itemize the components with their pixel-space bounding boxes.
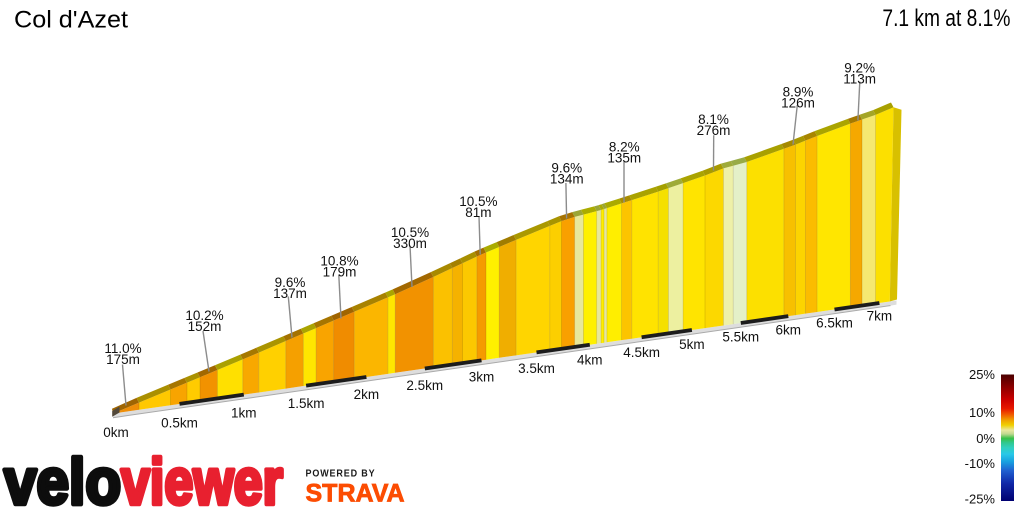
svg-text:STRAVA: STRAVA (306, 480, 405, 508)
svg-text:126m: 126m (781, 96, 815, 111)
svg-text:6.5km: 6.5km (816, 315, 853, 330)
svg-text:152m: 152m (188, 319, 222, 334)
svg-text:10%: 10% (969, 405, 995, 420)
svg-text:4.5km: 4.5km (623, 345, 660, 360)
svg-text:5.5km: 5.5km (722, 330, 759, 345)
svg-text:5km: 5km (679, 337, 705, 352)
svg-text:276m: 276m (697, 123, 731, 138)
svg-text:-10%: -10% (965, 456, 996, 471)
svg-text:2km: 2km (354, 387, 380, 402)
svg-text:4km: 4km (577, 353, 603, 368)
svg-text:3km: 3km (469, 369, 495, 384)
svg-text:1.5km: 1.5km (288, 396, 325, 411)
svg-text:137m: 137m (273, 286, 307, 301)
svg-text:6km: 6km (776, 323, 802, 338)
svg-text:25%: 25% (969, 367, 995, 382)
svg-text:-25%: -25% (965, 491, 996, 506)
svg-text:POWERED BY: POWERED BY (306, 468, 376, 480)
svg-text:Col d'Azet: Col d'Azet (14, 7, 128, 33)
svg-text:7.1 km at 8.1%: 7.1 km at 8.1% (882, 4, 1010, 32)
svg-text:1km: 1km (231, 406, 257, 421)
svg-text:viewer: viewer (121, 447, 283, 512)
svg-text:0%: 0% (976, 431, 995, 446)
svg-text:0.5km: 0.5km (161, 415, 198, 430)
svg-text:velo: velo (4, 446, 121, 512)
svg-text:175m: 175m (106, 352, 140, 367)
svg-text:2.5km: 2.5km (406, 378, 443, 393)
svg-text:134m: 134m (550, 172, 584, 187)
svg-text:7km: 7km (867, 309, 893, 324)
svg-text:330m: 330m (393, 236, 427, 251)
svg-text:0km: 0km (103, 425, 129, 440)
svg-text:113m: 113m (843, 71, 876, 86)
svg-text:81m: 81m (465, 205, 491, 220)
svg-text:3.5km: 3.5km (518, 361, 555, 376)
svg-text:135m: 135m (607, 151, 641, 166)
svg-text:179m: 179m (323, 265, 357, 280)
